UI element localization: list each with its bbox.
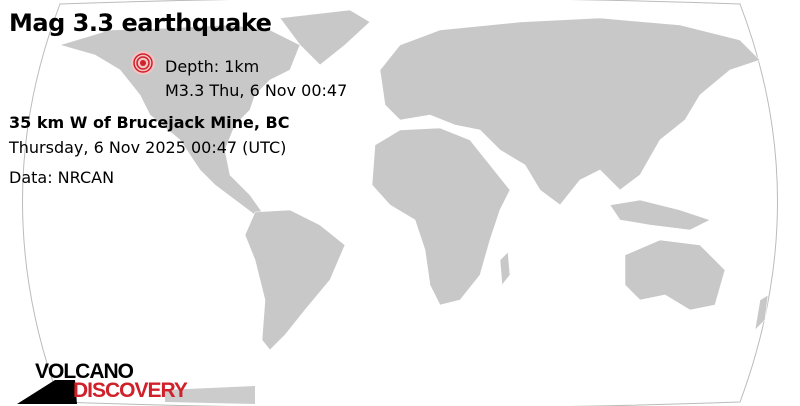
- new-zealand: [754, 294, 769, 331]
- data-source-label: Data: NRCAN: [9, 168, 115, 187]
- australia: [624, 239, 726, 311]
- page-title: Mag 3.3 earthquake: [9, 9, 272, 37]
- magnitude-time-label: M3.3 Thu, 6 Nov 00:47: [165, 81, 348, 100]
- volcano-icon: [17, 380, 77, 404]
- madagascar: [499, 251, 511, 286]
- location-label: 35 km W of Brucejack Mine, BC: [9, 113, 290, 132]
- earthquake-marker-icon[interactable]: [131, 51, 155, 75]
- africa: [371, 127, 511, 306]
- datetime-label: Thursday, 6 Nov 2025 00:47 (UTC): [9, 138, 287, 157]
- eurasia: [379, 17, 761, 206]
- greenland: [279, 9, 371, 66]
- south-america: [244, 209, 346, 351]
- north-america: [58, 24, 301, 216]
- depth-label: Depth: 1km: [165, 57, 260, 76]
- volcanodiscovery-logo: VOLCANO DISCOVERY: [15, 360, 255, 406]
- southeast-asia-islands: [609, 199, 711, 231]
